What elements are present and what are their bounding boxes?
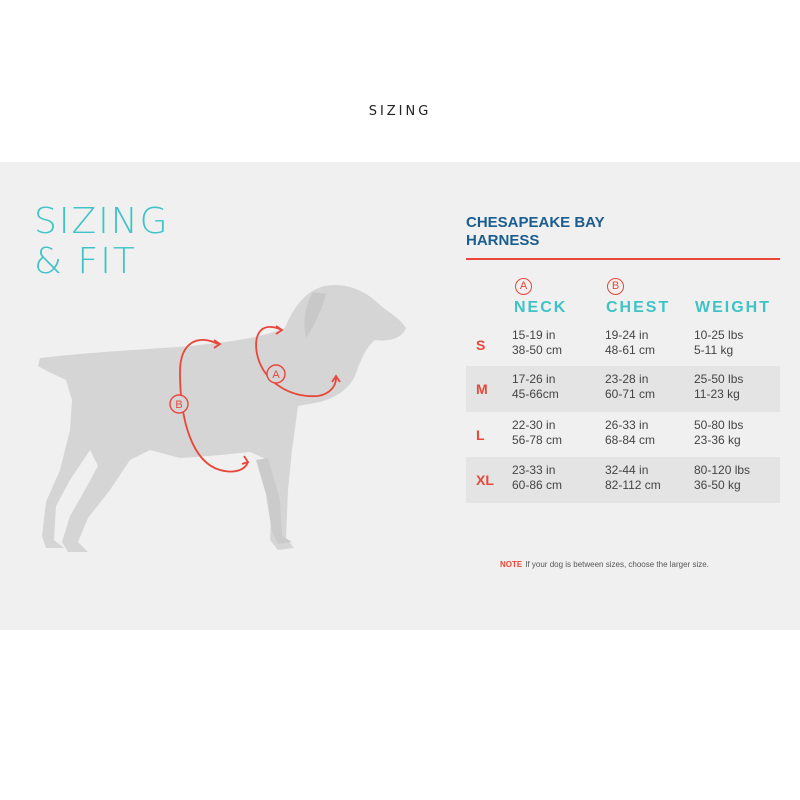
neck-cell: 23-33 in 60-86 cm [512, 463, 563, 492]
product-title-line-1: CHESAPEAKE BAY [466, 214, 605, 231]
column-header-neck: A NECK [514, 278, 567, 317]
table-row: L 22-30 in 56-78 cm 26-33 in 68-84 cm 50-8… [466, 412, 780, 458]
product-title: CHESAPEAKE BAY HARNESS [466, 214, 605, 250]
column-header-weight: WEIGHT [695, 299, 771, 317]
table-row: M 17-26 in 45-66cm 23-28 in 60-71 cm 25-50… [466, 366, 780, 412]
size-label: S [476, 337, 486, 353]
note-text: If your dog is between sizes, choose the… [525, 560, 709, 569]
chest-cell: 19-24 in 48-61 cm [605, 328, 656, 357]
neck-marker-letter: A [272, 369, 280, 381]
weight-cell: 25-50 lbs 11-23 kg [694, 372, 744, 401]
chest-cell: 23-28 in 60-71 cm [605, 372, 656, 401]
size-label: XL [476, 472, 494, 488]
marker-b-icon: B [607, 278, 624, 295]
sizing-fit-title: SIZING & FIT [34, 202, 170, 282]
table-row: XL 23-33 in 60-86 cm 32-44 in 82-112 cm 80… [466, 457, 780, 503]
chest-marker-letter: B [175, 399, 182, 411]
neck-marker-icon [266, 364, 286, 384]
size-label: L [476, 427, 485, 443]
size-label: M [476, 381, 488, 397]
column-header-chest: B CHEST [606, 278, 670, 317]
neck-measure-loop [255, 326, 337, 398]
dog-silhouette [38, 284, 406, 552]
table-row: S 15-19 in 38-50 cm 19-24 in 48-61 cm 10-2… [466, 322, 780, 368]
neck-cell: 15-19 in 38-50 cm [512, 328, 563, 357]
neck-cell: 17-26 in 45-66cm [512, 372, 559, 401]
weight-cell: 10-25 lbs 5-11 kg [694, 328, 744, 357]
column-label-chest: CHEST [606, 299, 671, 316]
chest-cell: 26-33 in 68-84 cm [605, 418, 656, 447]
sizing-note: NOTE If your dog is between sizes, choose… [500, 560, 709, 569]
column-label-weight: WEIGHT [695, 299, 771, 316]
title-line-1: SIZING [34, 201, 170, 242]
note-label: NOTE [500, 560, 523, 569]
product-title-line-2: HARNESS [466, 232, 540, 249]
weight-cell: 80-120 lbs 36-50 kg [694, 463, 751, 492]
neck-cell: 22-30 in 56-78 cm [512, 418, 563, 447]
page-label: SIZING [368, 104, 432, 119]
weight-cell: 50-80 lbs 23-36 kg [694, 418, 744, 447]
dog-silhouette-figure: A B [38, 284, 406, 552]
chest-measure-loop [179, 339, 249, 473]
chest-cell: 32-44 in 82-112 cm [605, 463, 661, 492]
marker-a-icon: A [515, 278, 532, 295]
column-label-neck: NECK [514, 299, 568, 316]
title-line-2: & FIT [34, 241, 137, 282]
title-divider [466, 258, 780, 260]
chest-marker-icon [169, 394, 189, 414]
